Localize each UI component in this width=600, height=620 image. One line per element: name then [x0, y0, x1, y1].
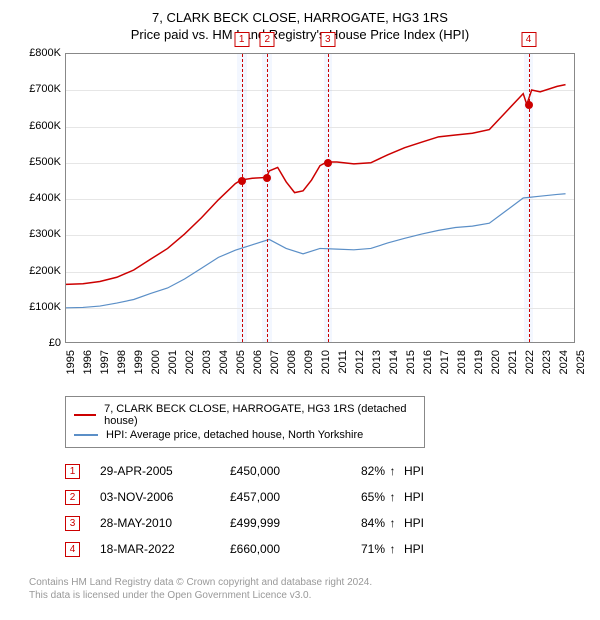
chart-lines: [66, 54, 574, 342]
footer-line2: This data is licensed under the Open Gov…: [29, 589, 585, 602]
x-tick-label: 2002: [184, 350, 196, 374]
event-pct: 65%: [330, 490, 385, 504]
y-tick-label: £200K: [29, 265, 61, 277]
x-tick-label: 2024: [558, 350, 570, 374]
x-tick-label: 2005: [235, 350, 247, 374]
event-date: 28-MAY-2010: [100, 516, 230, 530]
title-subtitle: Price paid vs. HM Land Registry's House …: [15, 27, 585, 42]
y-tick-label: £700K: [29, 83, 61, 95]
legend-label: HPI: Average price, detached house, Nort…: [106, 429, 363, 441]
event-table-row: 1 29-APR-2005£450,00082%↑ HPI: [65, 458, 585, 484]
event-marker: 1: [234, 32, 249, 47]
y-tick-label: £400K: [29, 192, 61, 204]
arrow-up-icon: ↑: [385, 490, 400, 504]
x-tick-label: 1998: [116, 350, 128, 374]
x-tick-label: 2007: [269, 350, 281, 374]
event-price: £660,000: [230, 542, 330, 556]
event-pct: 71%: [330, 542, 385, 556]
x-tick-label: 2004: [218, 350, 230, 374]
event-date: 29-APR-2005: [100, 464, 230, 478]
event-dot: [525, 101, 533, 109]
event-price: £499,999: [230, 516, 330, 530]
x-tick-label: 1996: [82, 350, 94, 374]
x-tick-label: 2011: [337, 350, 349, 374]
event-marker: 4: [521, 32, 536, 47]
event-ref: HPI: [404, 516, 424, 530]
event-id-box: 4: [65, 542, 80, 557]
arrow-up-icon: ↑: [385, 516, 400, 530]
event-ref: HPI: [404, 542, 424, 556]
chart-area: £0 £100K £200K £300K £400K £500K £600K £700K £80…: [15, 48, 585, 388]
event-id-box: 3: [65, 516, 80, 531]
legend-label: 7, CLARK BECK CLOSE, HARROGATE, HG3 1RS …: [104, 403, 416, 427]
y-tick-label: £100K: [29, 301, 61, 313]
x-tick-label: 2009: [303, 350, 315, 374]
event-dot: [324, 159, 332, 167]
x-tick-label: 2018: [456, 350, 468, 374]
x-tick-label: 2008: [286, 350, 298, 374]
legend-swatch: [74, 414, 96, 416]
event-ref: HPI: [404, 490, 424, 504]
x-tick-label: 2022: [524, 350, 536, 374]
x-tick-label: 2025: [575, 350, 587, 374]
x-tick-label: 2001: [167, 350, 179, 374]
event-price: £450,000: [230, 464, 330, 478]
event-price: £457,000: [230, 490, 330, 504]
legend-swatch: [74, 434, 98, 436]
x-tick-label: 2019: [473, 350, 485, 374]
event-table-row: 3 28-MAY-2010£499,99984%↑ HPI: [65, 510, 585, 536]
event-dot: [263, 174, 271, 182]
y-axis-ticks: £0£100K£200K£300K£400K£500K£600K£700K£80…: [15, 53, 63, 343]
series-hpi: [66, 194, 566, 308]
event-marker: 3: [320, 32, 335, 47]
title-block: 7, CLARK BECK CLOSE, HARROGATE, HG3 1RS …: [15, 10, 585, 42]
event-pct: 82%: [330, 464, 385, 478]
events-table: 129-APR-2005£450,00082%↑HPI203-NOV-2006£…: [65, 458, 585, 562]
legend-row: 7, CLARK BECK CLOSE, HARROGATE, HG3 1RS …: [74, 403, 416, 427]
x-tick-label: 2023: [541, 350, 553, 374]
y-tick-label: £600K: [29, 120, 61, 132]
arrow-up-icon: ↑: [385, 542, 400, 556]
x-tick-label: 2016: [422, 350, 434, 374]
x-tick-label: 2012: [354, 350, 366, 374]
x-tick-label: 1999: [133, 350, 145, 374]
footer: Contains HM Land Registry data © Crown c…: [29, 576, 585, 602]
x-tick-label: 2021: [507, 350, 519, 374]
chart-container: 7, CLARK BECK CLOSE, HARROGATE, HG3 1RS …: [0, 0, 600, 607]
x-tick-label: 1997: [99, 350, 111, 374]
y-tick-label: £500K: [29, 156, 61, 168]
x-tick-label: 2010: [320, 350, 332, 374]
legend: 7, CLARK BECK CLOSE, HARROGATE, HG3 1RS …: [65, 396, 425, 448]
x-axis-ticks: 1995 1996 1997 1998 1999 2000 2001 2002 2003 2004…: [65, 346, 575, 386]
event-marker: 2: [260, 32, 275, 47]
y-tick-label: £300K: [29, 228, 61, 240]
plot-area: 1234: [65, 53, 575, 343]
event-dot: [238, 177, 246, 185]
x-tick-label: 2014: [388, 350, 400, 374]
event-ref: HPI: [404, 464, 424, 478]
event-table-row: 2 03-NOV-2006£457,00065%↑ HPI: [65, 484, 585, 510]
event-pct: 84%: [330, 516, 385, 530]
y-tick-label: £0: [49, 337, 61, 349]
x-tick-label: 2003: [201, 350, 213, 374]
x-tick-label: 1995: [65, 350, 77, 374]
x-tick-label: 2017: [439, 350, 451, 374]
title-address: 7, CLARK BECK CLOSE, HARROGATE, HG3 1RS: [15, 10, 585, 25]
arrow-up-icon: ↑: [385, 464, 400, 478]
series-property: [66, 85, 566, 285]
event-date: 18-MAR-2022: [100, 542, 230, 556]
x-tick-label: 2000: [150, 350, 162, 374]
legend-row: HPI: Average price, detached house, Nort…: [74, 429, 416, 441]
event-date: 03-NOV-2006: [100, 490, 230, 504]
footer-line1: Contains HM Land Registry data © Crown c…: [29, 576, 585, 589]
event-id-box: 2: [65, 490, 80, 505]
x-tick-label: 2015: [405, 350, 417, 374]
x-tick-label: 2013: [371, 350, 383, 374]
x-tick-label: 2020: [490, 350, 502, 374]
x-tick-label: 2006: [252, 350, 264, 374]
event-id-box: 1: [65, 464, 80, 479]
y-tick-label: £800K: [29, 47, 61, 59]
event-table-row: 4 18-MAR-2022£660,00071%↑ HPI: [65, 536, 585, 562]
